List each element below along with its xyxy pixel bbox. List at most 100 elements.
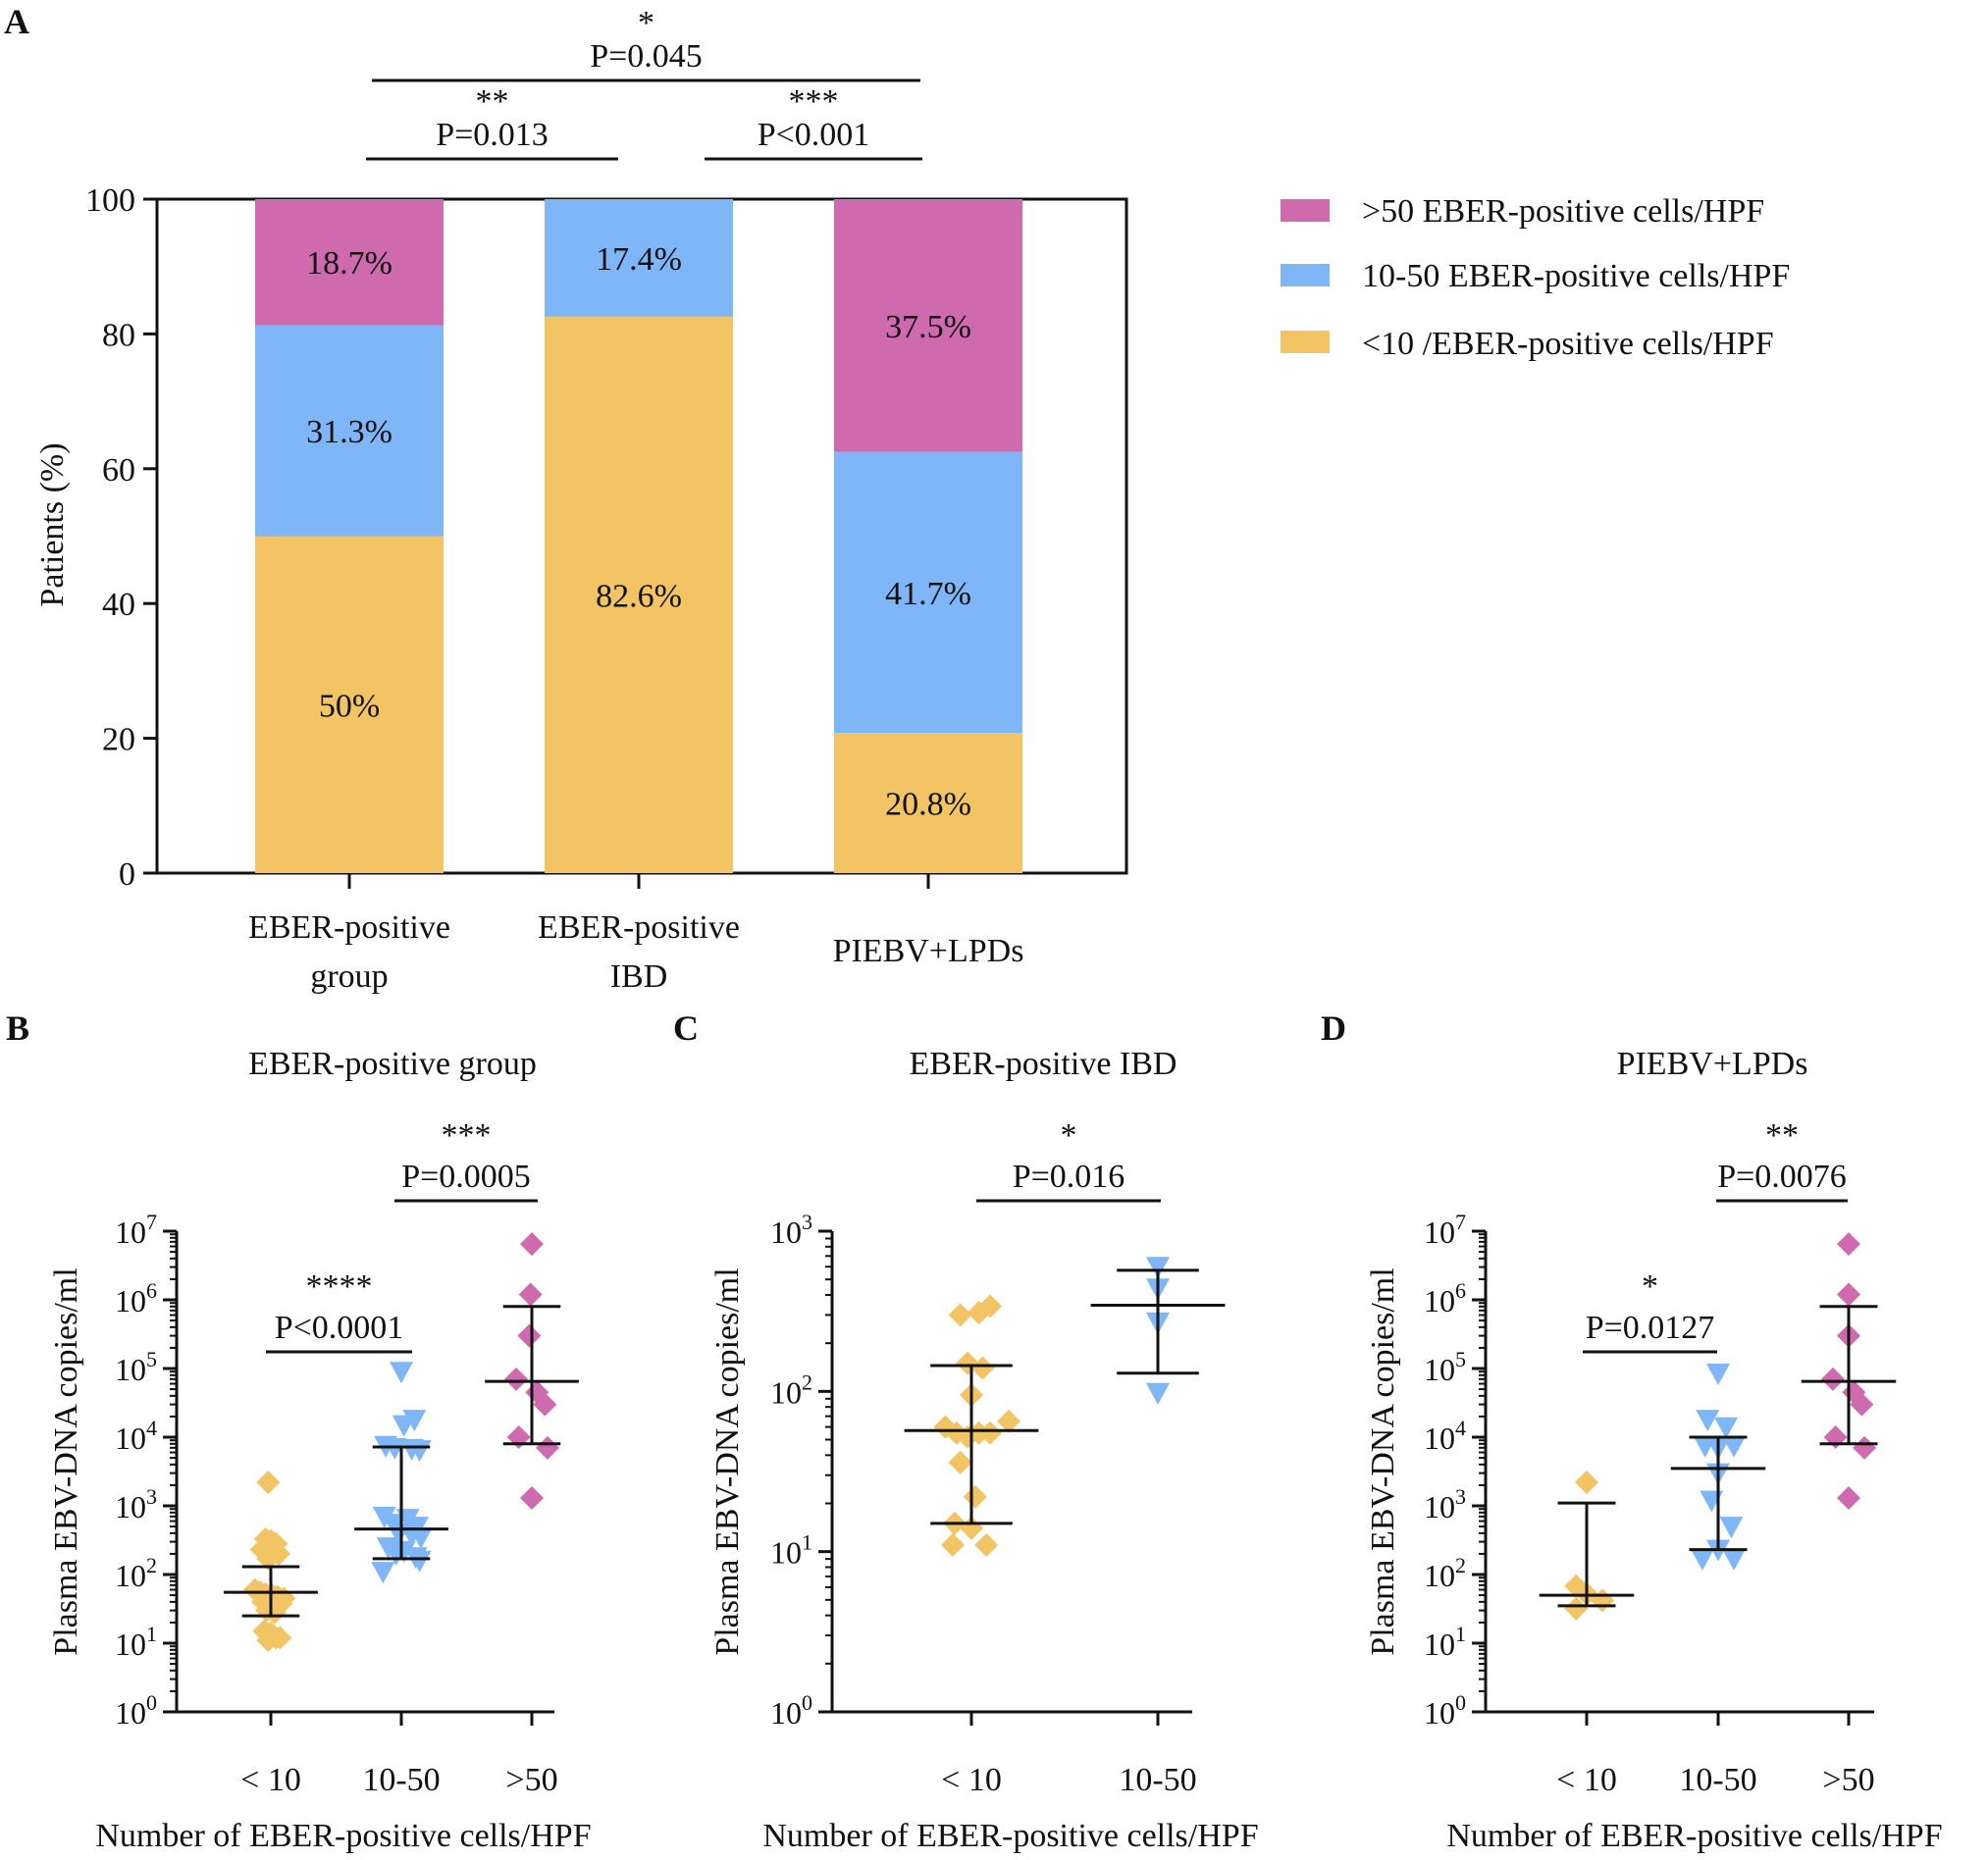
panel-d-data-point — [1722, 1548, 1747, 1571]
legend-label-high: >50 EBER-positive cells/HPF — [1362, 193, 1764, 230]
panel-b-significance-stars: *** — [442, 1117, 492, 1154]
panel-d-title: PIEBV+LPDs — [1617, 1046, 1808, 1082]
panel-d-data-point — [1690, 1548, 1714, 1571]
panel-d-significance-p: P=0.0076 — [1717, 1159, 1847, 1195]
panel-b-data-point — [520, 1486, 544, 1511]
panel-a-y-tick-label: 60 — [102, 452, 135, 489]
panel-c-data-point — [997, 1409, 1020, 1433]
panel-c-data-point — [1146, 1382, 1170, 1405]
panel-b-y-tick-label: 105 — [115, 1347, 157, 1387]
panel-d-y-tick-label: 106 — [1424, 1278, 1466, 1318]
panel-d-y-tick-label: 100 — [1424, 1690, 1466, 1731]
panel-b-y-tick-label: 101 — [115, 1622, 157, 1662]
panel-d-ylabel: Plasma EBV-DNA copies/ml — [1365, 1267, 1401, 1655]
panel-c-data-point — [941, 1532, 965, 1557]
panel-d-data-point — [1719, 1517, 1744, 1539]
panel-b-x-tick-label: < 10 — [240, 1762, 301, 1798]
panel-b-data-point — [504, 1367, 529, 1391]
panel-c-data-point — [1146, 1257, 1170, 1279]
panel-c-y-tick-label: 100 — [770, 1690, 812, 1731]
panel-a-bar-segment — [255, 536, 444, 873]
panel-a-y-tick-label: 20 — [102, 722, 135, 758]
panel-a-bar-segment — [545, 316, 733, 874]
panel-b-y-tick-label: 107 — [115, 1210, 157, 1250]
panel-d-data-point — [1564, 1596, 1589, 1621]
panel-a-stacked-bar-chart: Patients (%) >50 EBER-positive cells/HPF… — [34, 5, 1790, 995]
panel-b-y-tick-label: 106 — [115, 1278, 157, 1318]
panel-a-bar-segment — [834, 733, 1022, 873]
panel-letter-c: C — [673, 1008, 699, 1048]
panel-d-x-tick-label: 10-50 — [1679, 1762, 1756, 1798]
panel-c-significance-stars: * — [1061, 1117, 1077, 1154]
panel-d-significance-p: P=0.0127 — [1586, 1310, 1715, 1346]
panel-b-data-point — [535, 1435, 559, 1460]
panel-b-data-point — [506, 1425, 531, 1449]
panel-c-data-point — [978, 1421, 1002, 1445]
panel-b-y-tick-label: 100 — [115, 1690, 157, 1731]
panel-c-x-tick-label: 10-50 — [1119, 1762, 1196, 1798]
panel-a-segment-label: 18.7% — [306, 245, 392, 282]
panel-b-data-point — [390, 1362, 413, 1384]
panel-d-scatter-plot: PIEBV+LPDs Plasma EBV-DNA copies/ml Numb… — [1365, 1046, 1943, 1854]
panel-c-significance-p: P=0.016 — [1013, 1159, 1125, 1195]
panel-a-bar-segment — [255, 325, 444, 537]
panel-c-data-point — [963, 1484, 987, 1509]
panel-b-data-point — [518, 1282, 543, 1307]
panel-b-data-point — [408, 1526, 433, 1549]
panel-b-y-tick-label: 104 — [115, 1416, 157, 1456]
panel-c-scatter-plot: EBER-positive IBD Plasma EBV-DNA copies/… — [709, 1046, 1259, 1854]
panel-b-data-point — [533, 1392, 557, 1417]
panel-a-y-tick-label: 40 — [102, 587, 135, 623]
panel-a-ylabel: Patients (%) — [34, 442, 71, 606]
panel-d-data-point — [1850, 1392, 1874, 1417]
panel-b-ylabel: Plasma EBV-DNA copies/ml — [48, 1267, 84, 1655]
panel-c-xlabel: Number of EBER-positive cells/HPF — [762, 1818, 1258, 1854]
panel-d-y-tick-label: 101 — [1424, 1622, 1466, 1662]
panel-d-y-tick-label: 107 — [1424, 1210, 1466, 1250]
panel-a-x-tick-label: IBD — [610, 958, 668, 995]
panel-d-data-point — [1722, 1435, 1747, 1458]
panel-d-data-point — [1837, 1486, 1860, 1511]
panel-c-y-tick-label: 101 — [770, 1530, 812, 1571]
panel-b-data-point — [383, 1437, 407, 1460]
panel-b-significance-p: P<0.0001 — [275, 1310, 404, 1346]
panel-b-y-tick-label: 102 — [115, 1553, 157, 1593]
panel-a-significance-stars: *** — [789, 83, 839, 120]
panel-b-significance-stars: **** — [306, 1268, 373, 1305]
panel-b-significance-p: P=0.0005 — [401, 1159, 531, 1195]
panel-c-y-tick-label: 102 — [770, 1369, 812, 1410]
panel-a-segment-label: 41.7% — [885, 576, 971, 612]
panel-b-data-point — [520, 1232, 544, 1257]
panel-a-significance-p: P=0.045 — [590, 38, 703, 75]
panel-b-data-point — [371, 1562, 395, 1584]
panel-a-y-tick-label: 80 — [102, 317, 135, 353]
panel-a-x-tick-label: EBER-positive — [248, 909, 450, 946]
panel-a-segment-label: 20.8% — [885, 787, 971, 823]
panel-d-x-tick-label: < 10 — [1556, 1762, 1617, 1798]
panel-d-significance-stars: * — [1642, 1268, 1658, 1305]
panel-b-data-point — [262, 1600, 287, 1625]
panel-d-data-point — [1700, 1490, 1724, 1513]
panel-d-data-point — [1820, 1367, 1845, 1391]
panel-a-significance-p: P=0.013 — [436, 117, 549, 153]
legend-swatch-mid — [1281, 264, 1330, 286]
panel-a-legend: >50 EBER-positive cells/HPF 10-50 EBER-p… — [1281, 193, 1790, 362]
panel-b-x-tick-label: >50 — [505, 1762, 557, 1798]
panel-d-y-tick-label: 103 — [1424, 1484, 1466, 1524]
panel-b-data-point — [268, 1626, 292, 1650]
panel-a-x-tick-label: EBER-positive — [538, 909, 740, 946]
panel-d-xlabel: Number of EBER-positive cells/HPF — [1446, 1818, 1942, 1854]
panel-a-segment-label: 17.4% — [596, 241, 682, 278]
panel-a-bar-segment — [834, 199, 1022, 452]
panel-letter-a: A — [4, 2, 29, 41]
panel-d-x-tick-label: >50 — [1822, 1762, 1874, 1798]
panel-a-bar-segment — [255, 199, 444, 326]
panel-d-data-point — [1575, 1471, 1598, 1495]
panel-b-data-point — [407, 1550, 432, 1573]
panel-a-y-tick-label: 100 — [85, 182, 135, 219]
panel-c-data-point — [978, 1294, 1002, 1318]
panel-b-data-point — [256, 1546, 281, 1571]
panel-d-data-point — [1837, 1232, 1860, 1257]
panel-a-y-tick-label: 0 — [119, 856, 135, 893]
panel-c-data-point — [948, 1450, 972, 1474]
